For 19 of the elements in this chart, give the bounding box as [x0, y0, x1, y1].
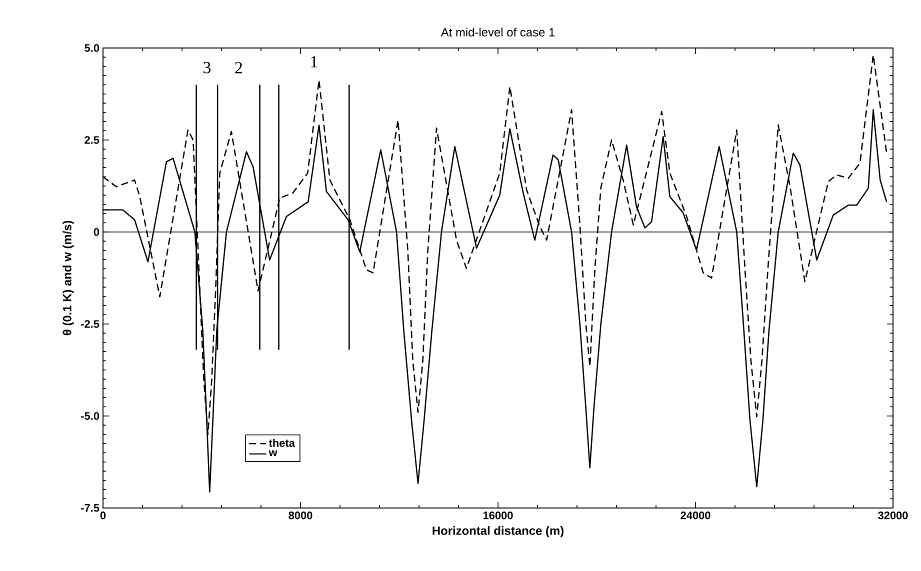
- legend-label: theta: [268, 438, 296, 447]
- y-tick-label: 2.5: [84, 136, 100, 144]
- x-tick-label: 16000: [483, 512, 513, 520]
- x-tick-label: 24000: [680, 512, 710, 520]
- y-tick-label: -2.5: [81, 320, 100, 328]
- y-tick-label: -5.0: [81, 412, 100, 420]
- y-tick-label: -7.5: [81, 504, 100, 512]
- annotation: 1: [311, 56, 318, 68]
- x-tick-label: 8000: [288, 512, 312, 520]
- x-tick-label: 0: [100, 512, 106, 520]
- chart-title: At mid-level of case 1: [440, 28, 555, 36]
- x-tick-label: 32000: [878, 512, 908, 520]
- annotation: 2: [235, 62, 242, 74]
- annotation: 3: [204, 62, 211, 74]
- legend-label: w: [268, 450, 278, 456]
- x-axis-title: Horizontal distance (m): [432, 526, 564, 538]
- y-tick-label: 0: [94, 228, 100, 236]
- y-axis-title: θ (0.1 K) and w (m/s): [62, 220, 74, 336]
- y-tick-label: 5.0: [84, 44, 100, 52]
